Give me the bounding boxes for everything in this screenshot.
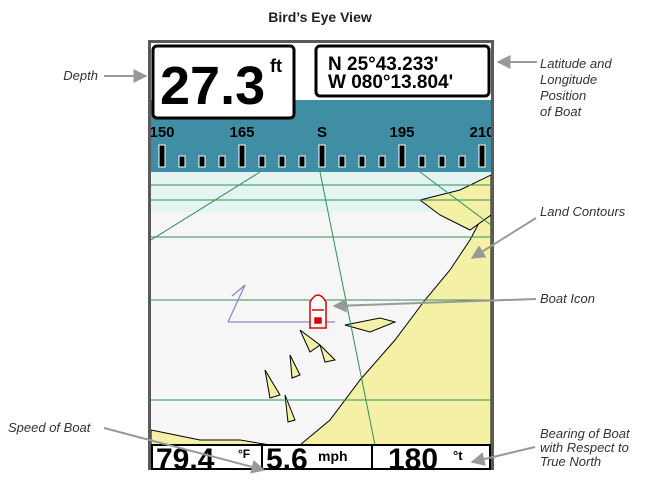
latitude: N 25°43.233' <box>328 54 438 75</box>
callout-land: Land Contours <box>540 204 626 219</box>
compass-minor-tick <box>539 156 545 167</box>
bearing-unit: °t <box>453 448 463 463</box>
compass-minor-tick <box>298 155 306 168</box>
compass-major-tick <box>318 144 326 168</box>
position-box <box>314 44 491 98</box>
temperature-value: 79.4 <box>156 443 215 476</box>
compass: 150 165 S 195 210 <box>149 124 545 168</box>
callout-line: Longitude <box>540 72 597 87</box>
callout-line: of Boat <box>540 104 583 119</box>
depth-box <box>151 44 296 120</box>
bearing-value: 180 <box>388 443 438 476</box>
compass-label: 195 <box>389 124 414 141</box>
compass-major-tick <box>478 144 486 168</box>
speed-unit: mph <box>318 448 348 464</box>
compass-minor-tick <box>258 155 266 168</box>
map <box>151 171 491 446</box>
temperature-unit: °F <box>238 447 250 461</box>
compass-label: S <box>317 124 327 141</box>
compass-minor-tick <box>358 155 366 168</box>
compass-minor-tick <box>338 155 346 168</box>
arrow <box>103 427 266 474</box>
speed-value: 5.6 <box>266 443 308 476</box>
compass-label: 165 <box>229 124 254 141</box>
compass-minor-tick <box>519 156 525 167</box>
compass-minor-tick <box>438 155 446 168</box>
compass-minor-tick <box>378 155 386 168</box>
compass-minor-tick <box>499 156 505 167</box>
islands <box>264 317 397 423</box>
callout-line: Position <box>540 88 586 103</box>
compass-minor-tick <box>198 155 206 168</box>
depth-value: 27.3 <box>160 56 265 116</box>
compass-minor-tick <box>218 155 226 168</box>
compass-minor-tick <box>178 155 186 168</box>
compass-label: 150 <box>149 124 174 141</box>
land <box>418 174 491 231</box>
arrow <box>332 298 537 313</box>
compass-minor-tick <box>418 155 426 168</box>
callout-depth: Depth <box>63 68 98 83</box>
compass-label: 210 <box>469 124 494 141</box>
callout-line: Bearing of Boat <box>540 426 631 441</box>
depth-unit: ft <box>270 56 282 76</box>
compass-minor-tick <box>458 155 466 168</box>
callout-line: Latitude and <box>540 56 612 71</box>
callout-speed: Speed of Boat <box>8 420 92 435</box>
callout-line: with Respect to <box>540 440 629 455</box>
arrow <box>470 446 536 466</box>
callout-line: True North <box>540 454 601 469</box>
compass-major-tick <box>158 144 166 168</box>
land <box>151 429 271 446</box>
arrow <box>470 217 537 259</box>
compass-minor-tick <box>278 155 286 168</box>
compass-major-tick <box>238 144 246 168</box>
bottom-bar <box>151 444 491 470</box>
longitude: W 080°13.804' <box>328 72 453 93</box>
callout-boat: Boat Icon <box>540 291 595 306</box>
title: Bird’s Eye View <box>268 9 372 25</box>
boat-icon <box>309 294 327 329</box>
compass-major-tick <box>398 144 406 168</box>
